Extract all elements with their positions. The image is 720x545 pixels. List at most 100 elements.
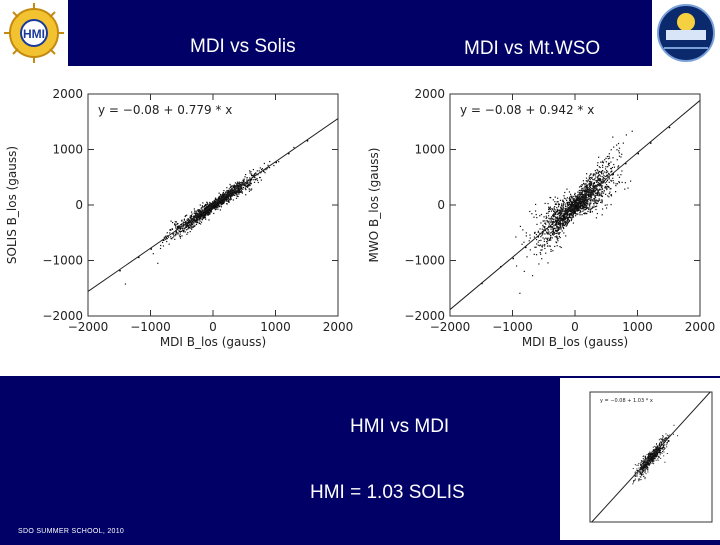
scatter-point xyxy=(172,236,174,239)
scatter-point xyxy=(592,182,595,184)
scatter-point xyxy=(209,202,212,204)
scatter-point xyxy=(566,188,568,190)
scatter-point xyxy=(574,209,576,212)
scatter-point xyxy=(228,190,230,192)
scatter-point xyxy=(621,170,623,172)
scatter-point xyxy=(222,195,224,198)
scatter-point xyxy=(195,217,198,219)
scatter-point xyxy=(568,216,570,219)
scatter-point xyxy=(644,465,646,467)
scatter-point xyxy=(583,190,586,193)
scatter-point xyxy=(219,209,222,211)
scatter-point xyxy=(654,450,656,452)
scatter-point xyxy=(555,203,557,205)
scatter-point xyxy=(565,210,567,212)
scatter-point xyxy=(589,183,591,185)
scatter-point xyxy=(184,231,186,233)
scatter-point xyxy=(593,194,595,196)
scatter-point xyxy=(199,218,201,220)
scatter-point xyxy=(600,181,602,184)
scatter-point xyxy=(248,190,251,192)
scatter-point xyxy=(582,191,584,193)
scatter-point xyxy=(226,187,228,189)
scatter-point xyxy=(601,176,603,178)
scatter-point xyxy=(236,183,238,185)
scatter-point xyxy=(618,147,621,149)
scatter-point xyxy=(556,201,558,203)
scatter-point xyxy=(218,197,220,200)
scatter-point xyxy=(553,208,555,210)
scatter-point xyxy=(256,177,258,180)
scatter-point xyxy=(607,175,609,177)
scatter-point xyxy=(560,219,562,221)
scatter-point xyxy=(562,210,564,212)
scatter-point xyxy=(566,214,568,216)
scatter-point xyxy=(555,211,557,213)
scatter-point xyxy=(647,462,649,464)
scatter-point xyxy=(587,180,589,182)
scatter-point xyxy=(548,238,551,240)
scatter-point xyxy=(591,176,593,178)
scatter-point xyxy=(640,479,642,481)
scatter-point xyxy=(537,230,540,232)
scatter-point xyxy=(567,214,569,216)
scatter-point xyxy=(613,166,616,168)
data-point xyxy=(163,239,165,241)
scatter-point xyxy=(657,454,659,456)
scatter-point xyxy=(583,183,585,185)
scatter-point xyxy=(227,191,229,194)
scatter-point xyxy=(549,218,551,220)
scatter-point xyxy=(652,457,654,459)
scatter-point xyxy=(586,192,588,194)
scatter-point xyxy=(557,206,560,208)
scatter-point xyxy=(571,203,573,205)
scatter-point xyxy=(637,464,639,466)
scatter-point xyxy=(653,453,655,455)
scatter-point xyxy=(557,221,560,223)
scatter-point xyxy=(578,196,581,198)
scatter-point xyxy=(595,176,597,178)
scatter-point xyxy=(199,214,201,216)
scatter-point xyxy=(559,213,561,215)
x-tick-label: 2000 xyxy=(323,320,354,334)
scatter-point xyxy=(242,186,244,189)
scatter-point xyxy=(239,185,241,187)
hmi-sun-logo-icon: HMI xyxy=(4,3,64,63)
scatter-point xyxy=(550,221,552,224)
scatter-point xyxy=(236,184,238,187)
scatter-point xyxy=(601,187,603,189)
scatter-point xyxy=(570,203,572,206)
scatter-point xyxy=(241,183,243,185)
scatter-point xyxy=(596,202,599,204)
scatter-point xyxy=(253,181,256,183)
scatter-point xyxy=(209,204,211,206)
scatter-point xyxy=(210,209,212,211)
scatter-point xyxy=(640,464,642,466)
scatter-point xyxy=(563,195,565,197)
scatter-point xyxy=(202,215,204,217)
scatter-point xyxy=(580,204,582,206)
scatter-point xyxy=(677,435,679,437)
scatter-point xyxy=(634,471,636,473)
scatter-point xyxy=(204,205,206,207)
scatter-point xyxy=(637,473,639,475)
scatter-point xyxy=(203,213,205,216)
scatter-point xyxy=(590,208,592,210)
data-point xyxy=(668,126,671,129)
scatter-point xyxy=(207,212,209,214)
scatter-point xyxy=(558,233,560,235)
scatter-point xyxy=(590,195,592,197)
scatter-point xyxy=(624,188,626,190)
scatter-point xyxy=(573,195,575,198)
scatter-point xyxy=(238,182,240,184)
scatter-point xyxy=(588,187,591,190)
scatter-point xyxy=(552,230,554,233)
scatter-point xyxy=(559,218,561,220)
scatter-point xyxy=(582,203,584,205)
scatter-point xyxy=(582,190,584,192)
scatter-point xyxy=(569,211,572,213)
scatter-point xyxy=(204,213,206,215)
scatter-point xyxy=(586,191,588,193)
scatter-point xyxy=(183,221,185,223)
scatter-point xyxy=(234,190,236,193)
